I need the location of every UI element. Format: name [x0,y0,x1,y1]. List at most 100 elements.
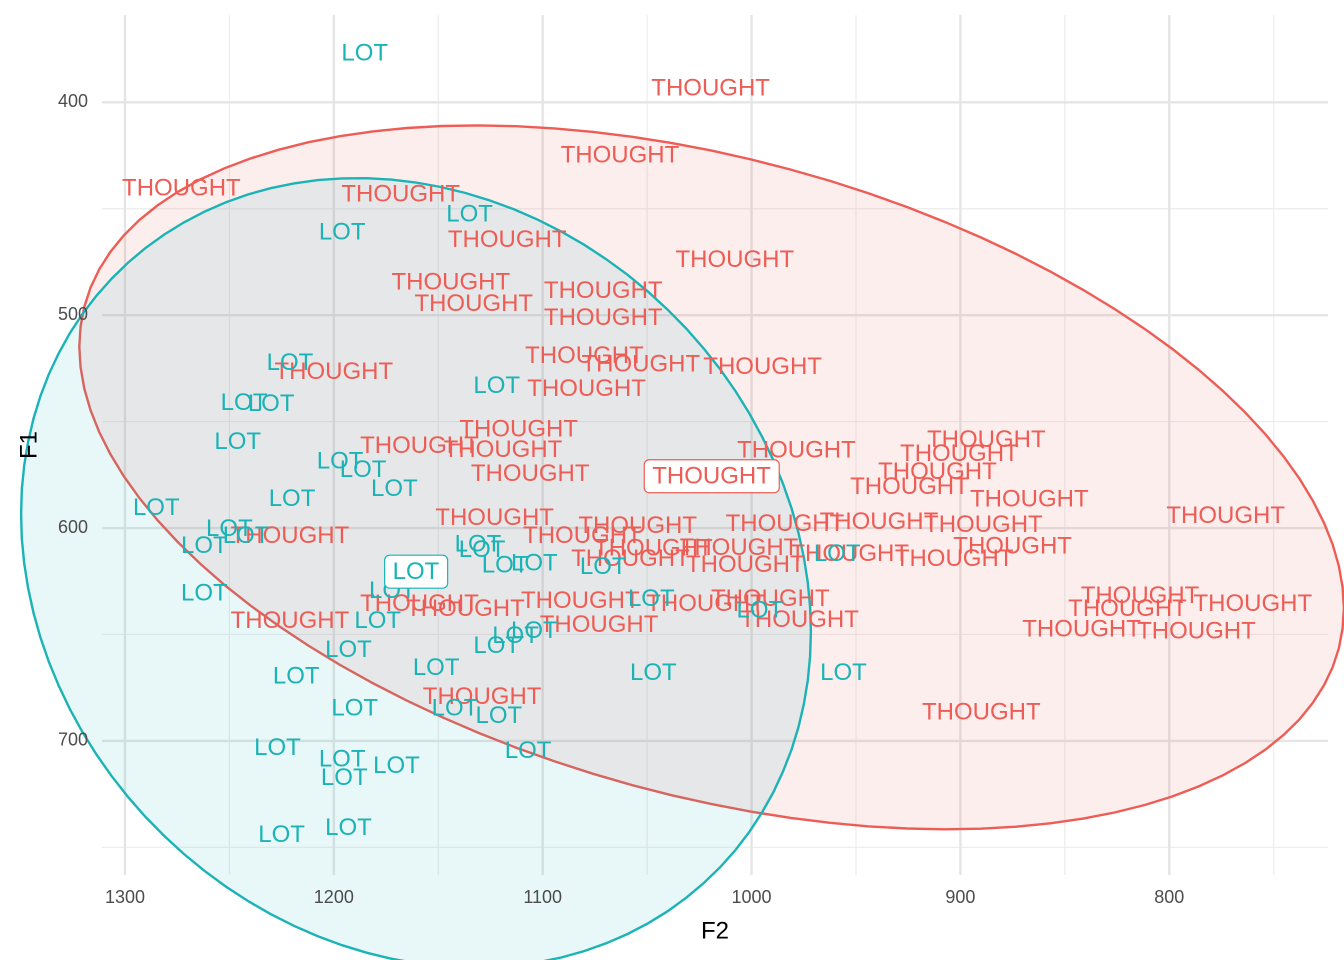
point-label: THOUGHT [1193,590,1312,617]
x-tick-label: 1000 [732,887,772,907]
point-label: THOUGHT [820,508,939,535]
point-label: THOUGHT [391,269,510,296]
y-tick-label: 400 [58,91,88,111]
point-label: THOUGHT [878,458,997,485]
point-label: LOT [214,428,261,455]
mean-label-text: THOUGHT [652,463,771,490]
point-label: THOUGHT [561,142,680,169]
point-label: THOUGHT [922,699,1041,726]
point-label: THOUGHT [521,587,640,614]
point-label: THOUGHT [578,512,697,539]
point-label: THOUGHT [924,511,1043,538]
point-label: LOT [181,579,228,606]
point-label: LOT [511,617,558,644]
point-label: THOUGHT [582,351,701,378]
point-label: THOUGHT [122,175,241,202]
point-label: LOT [221,389,268,416]
point-label: THOUGHT [676,246,795,273]
point-label: LOT [331,694,378,721]
point-label: LOT [340,456,387,483]
point-label: THOUGHT [525,342,644,369]
point-label: LOT [319,219,366,246]
point-label: THOUGHT [527,375,646,402]
point-label: THOUGHT [571,545,690,572]
point-label: THOUGHT [523,522,642,549]
point-label: LOT [820,659,867,686]
x-axis-title: F2 [701,917,729,944]
point-label: LOT [354,607,401,634]
point-label: LOT [317,447,364,474]
y-axis-title: F1 [15,431,42,459]
point-label: THOUGHT [726,510,845,537]
point-label: LOT [258,821,305,848]
point-label: THOUGHT [711,585,830,612]
point-label: LOT [341,40,388,67]
mean-label-box [384,554,449,589]
point-label: THOUGHT [1081,582,1200,609]
point-label: THOUGHT [448,226,567,253]
mean-label: THOUGHT [643,459,780,494]
point-label: LOT [413,654,460,681]
point-label: LOT [321,764,368,791]
point-label: LOT [473,372,520,399]
point-label: LOT [223,522,270,549]
x-tick-label: 800 [1154,887,1184,907]
point-label: LOT [814,540,861,567]
point-label: LOT [373,752,420,779]
point-label: THOUGHT [544,304,663,331]
point-label: LOT [475,702,522,729]
point-label: THOUGHT [686,551,805,578]
point-label: LOT [455,530,502,557]
point-label: THOUGHT [414,290,533,317]
point-label: LOT [325,814,372,841]
point-label: LOT [248,390,295,417]
point-label: LOT [325,636,372,663]
point-label: LOT [181,532,228,559]
point-label: THOUGHT [970,486,1089,513]
point-label: THOUGHT [1022,616,1141,643]
y-tick-label: 700 [58,730,88,750]
point-label: THOUGHT [850,473,969,500]
point-label: THOUGHT [540,611,659,638]
point-label: THOUGHT [900,440,1019,467]
point-label: THOUGHT [435,504,554,531]
x-tick-label: 1200 [314,887,354,907]
point-label: LOT [459,536,506,563]
point-label: LOT [492,622,539,649]
point-label: LOT [267,349,314,376]
point-label: LOT [630,659,677,686]
point-label: LOT [473,632,520,659]
point-label: THOUGHT [953,533,1072,560]
point-label: THOUGHT [680,534,799,561]
point-label: THOUGHT [1068,595,1187,622]
point-label: LOT [254,734,301,761]
point-label: LOT [206,515,253,542]
point-label: THOUGHT [360,432,479,459]
x-tick-label: 900 [945,887,975,907]
point-label: THOUGHT [594,535,713,562]
point-label: THOUGHT [895,545,1014,572]
point-label: THOUGHT [740,606,859,633]
point-label: THOUGHT [231,522,350,549]
point-label: THOUGHT [1166,502,1285,529]
point-label: THOUGHT [1137,618,1256,645]
point-label: THOUGHT [703,353,822,380]
point-label: LOT [737,596,784,623]
point-label: THOUGHT [360,590,479,617]
point-label: LOT [505,737,552,764]
x-tick-label: 1300 [105,887,145,907]
point-label: THOUGHT [544,277,663,304]
point-label: LOT [511,550,558,577]
point-label: LOT [133,494,180,521]
point-label: LOT [580,553,627,580]
mean-label-text: LOT [393,558,440,585]
point-label: LOT [628,585,675,612]
point-label: THOUGHT [646,590,765,617]
point-label: LOT [273,662,320,689]
point-label: THOUGHT [927,426,1046,453]
mean-label: LOT [384,554,449,589]
point-label: LOT [319,745,366,772]
point-label: LOT [371,475,418,502]
point-label: THOUGHT [444,436,563,463]
point-label: LOT [446,200,493,227]
